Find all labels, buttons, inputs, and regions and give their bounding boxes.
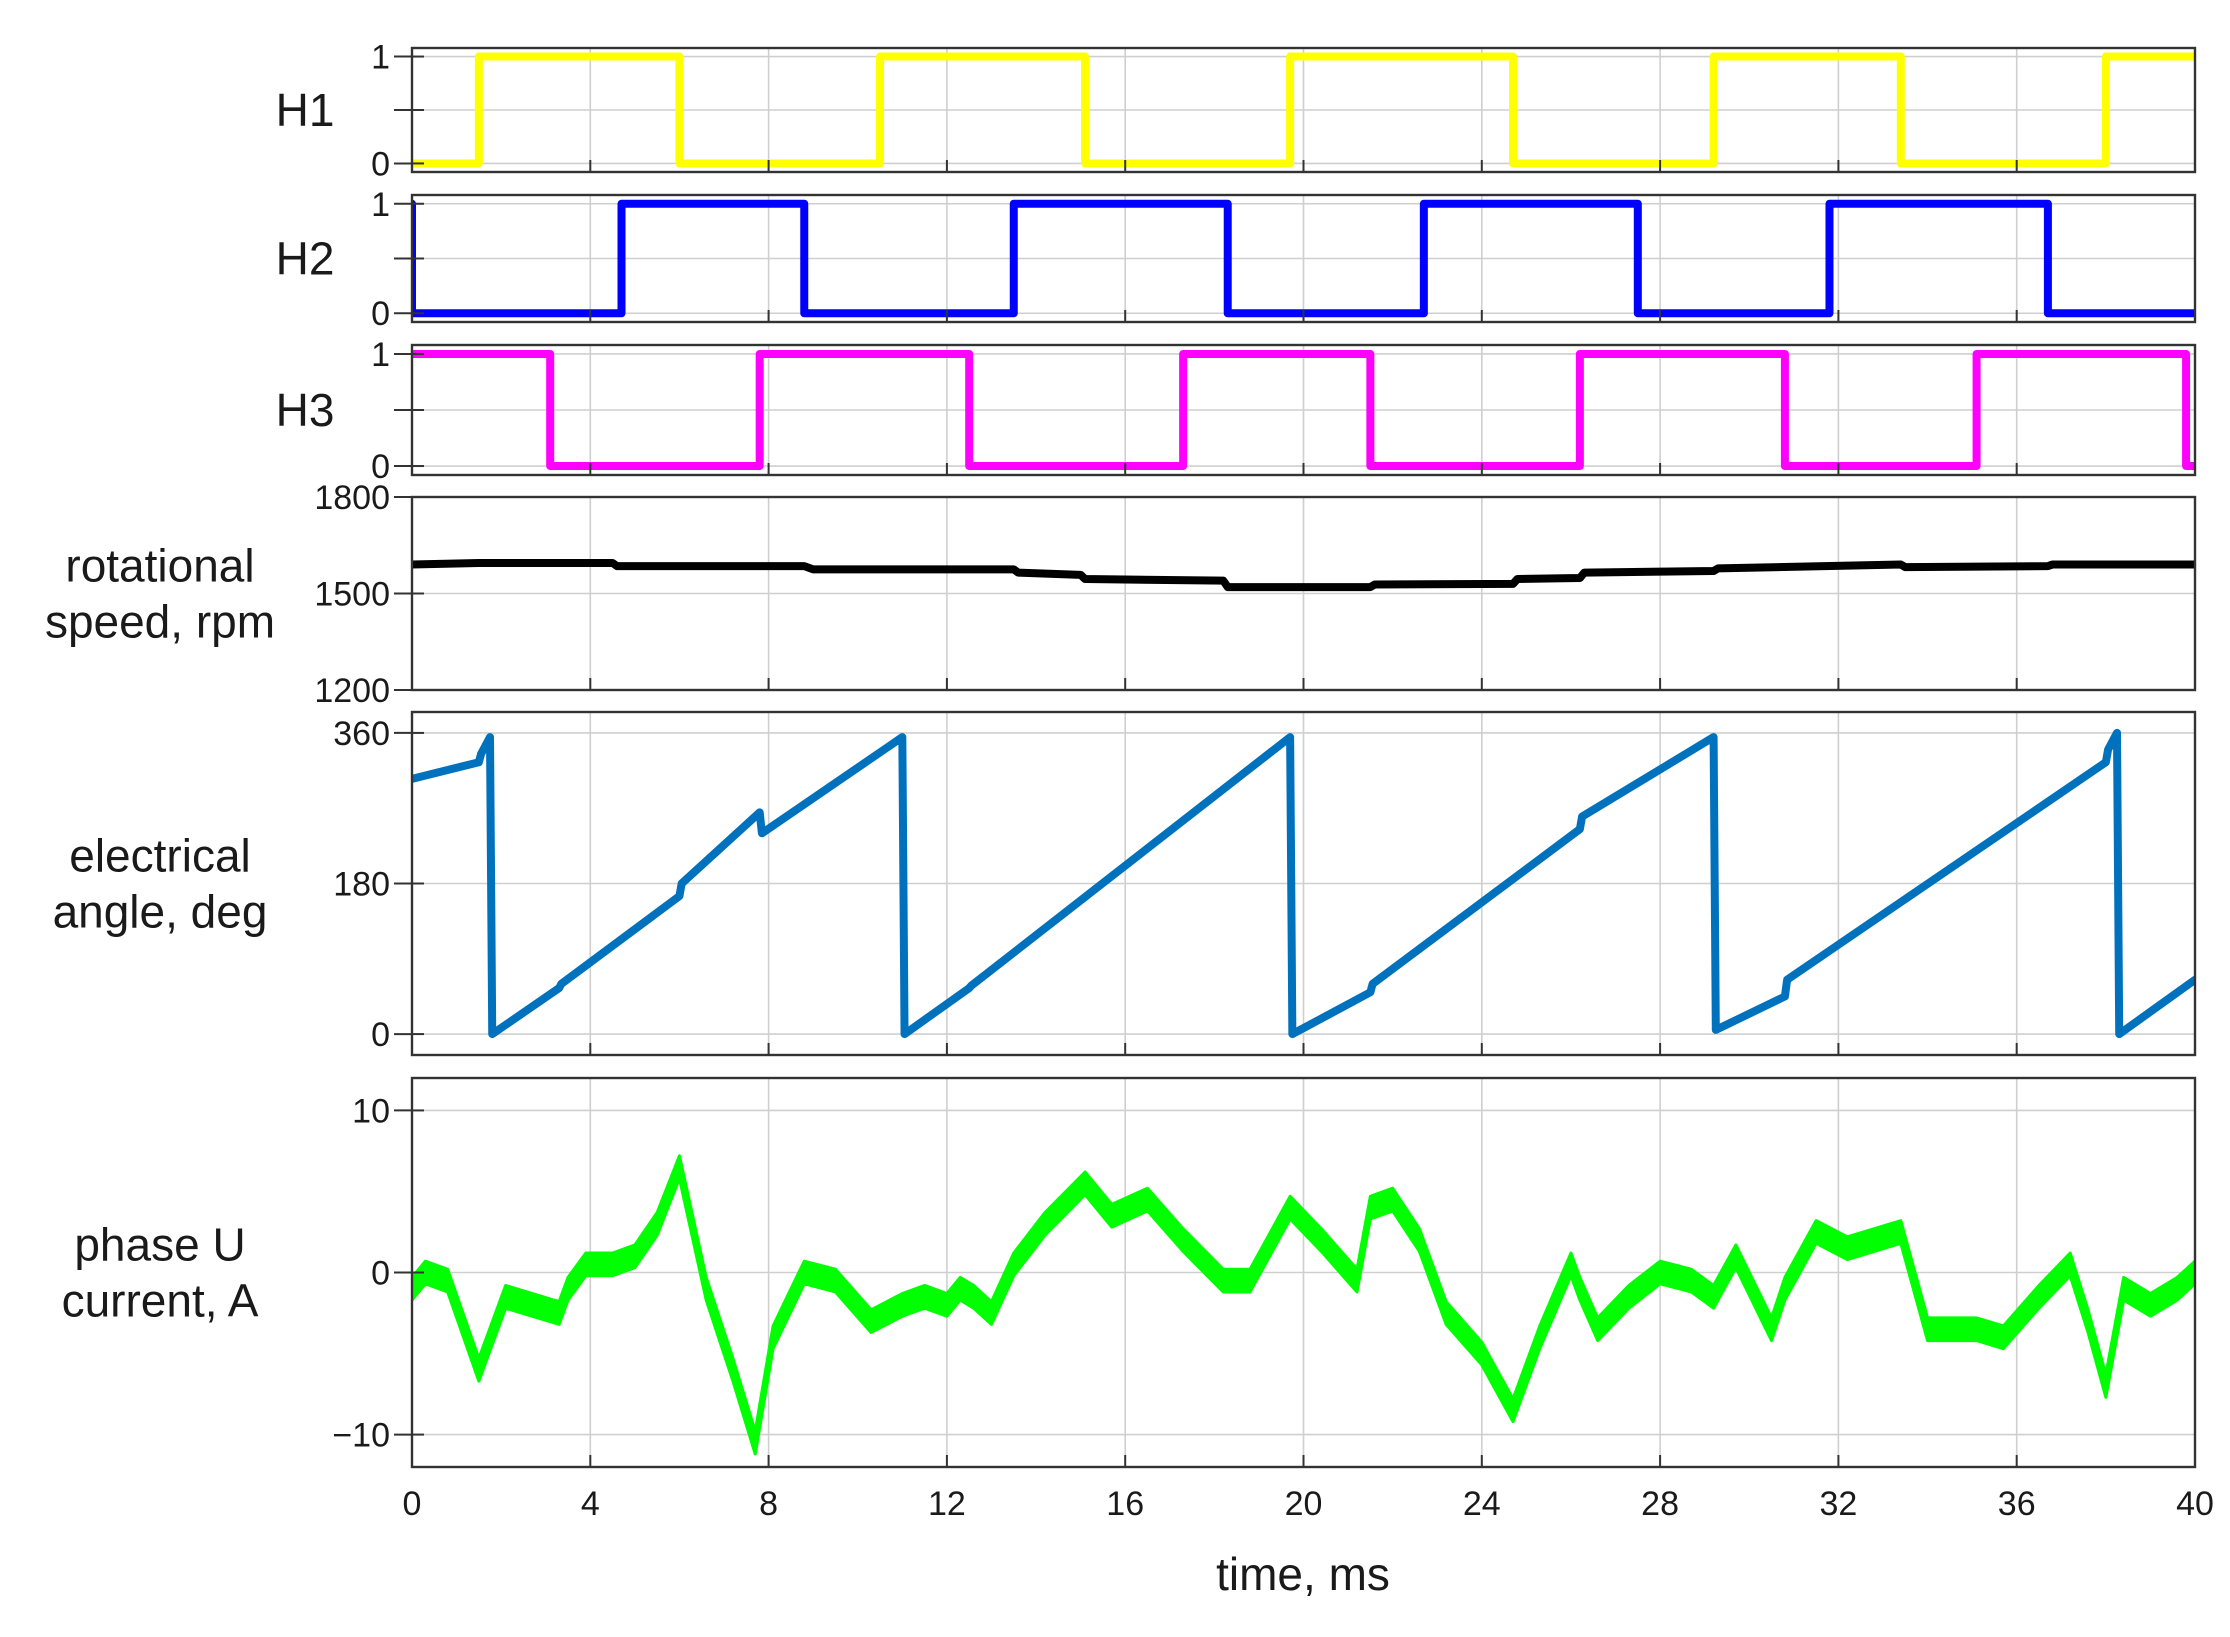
y-axis-label: electrical bbox=[69, 830, 251, 882]
y-tick-label: −10 bbox=[332, 1417, 390, 1455]
series-group bbox=[412, 1154, 2195, 1456]
y-tick-label: 360 bbox=[333, 715, 390, 753]
y-tick-label: 0 bbox=[371, 1016, 390, 1054]
y-axis-label: H1 bbox=[276, 84, 335, 136]
series-group bbox=[412, 52, 2195, 168]
y-tick-label: 180 bbox=[333, 866, 390, 904]
x-tick-label: 20 bbox=[1285, 1485, 1323, 1523]
y-tick-label: 1 bbox=[371, 186, 390, 224]
y-tick-label: 1200 bbox=[314, 672, 390, 710]
series-line-rotational-speed bbox=[412, 558, 2195, 592]
series-line-H3 bbox=[412, 349, 2195, 471]
series-line-H1 bbox=[412, 52, 2195, 168]
x-tick-label: 8 bbox=[759, 1485, 778, 1523]
x-tick-label: 16 bbox=[1106, 1485, 1144, 1523]
series-line-H2 bbox=[412, 199, 2195, 318]
y-axis-label: H3 bbox=[276, 384, 335, 436]
x-tick-label: 28 bbox=[1641, 1485, 1679, 1523]
y-tick-label: 0 bbox=[371, 1255, 390, 1293]
x-tick-label: 32 bbox=[1819, 1485, 1857, 1523]
y-tick-label: 10 bbox=[352, 1092, 390, 1130]
x-axis-label: time, ms bbox=[1216, 1548, 1390, 1600]
panel-1: 0 1 H1 bbox=[276, 39, 2197, 183]
series-group bbox=[412, 558, 2195, 592]
series-group bbox=[412, 199, 2195, 318]
panel-3: 0 1 H3 bbox=[276, 336, 2197, 486]
x-tick-label: 36 bbox=[1998, 1485, 2036, 1523]
y-axis-label: angle, deg bbox=[53, 886, 268, 938]
x-tick-label: 0 bbox=[403, 1485, 422, 1523]
y-tick-label: 0 bbox=[371, 145, 390, 183]
y-tick-label: 1 bbox=[371, 39, 390, 77]
y-tick-label: 1500 bbox=[314, 576, 390, 614]
y-axis-label: rotational bbox=[65, 540, 254, 592]
x-tick-label: 40 bbox=[2176, 1485, 2214, 1523]
x-tick-labels: 0 4 8 12 16 20 24 28 32 36 40 bbox=[403, 1485, 2214, 1523]
panel-2: 0 1 H2 bbox=[276, 186, 2197, 333]
y-tick-label: 1800 bbox=[314, 479, 390, 517]
series-band-phase-U-current bbox=[412, 1154, 2195, 1456]
y-axis-label: H2 bbox=[276, 233, 335, 285]
y-axis-label: phase U bbox=[74, 1219, 245, 1271]
series-line-electrical-angle bbox=[412, 728, 2195, 1039]
y-tick-label: 0 bbox=[371, 448, 390, 486]
x-axis: 0 4 8 12 16 20 24 28 32 36 40 time, ms bbox=[403, 1485, 2214, 1600]
x-tick-label: 24 bbox=[1463, 1485, 1501, 1523]
y-axis-label: speed, rpm bbox=[45, 596, 275, 648]
x-tick-label: 4 bbox=[581, 1485, 600, 1523]
series-group bbox=[412, 349, 2195, 471]
y-tick-label: 1 bbox=[371, 336, 390, 374]
y-tick-label: 0 bbox=[371, 295, 390, 333]
series-group bbox=[412, 728, 2195, 1039]
panels-group: 01H101H201H3120015001800rotationalspeed,… bbox=[45, 39, 2197, 1469]
x-tick-label: 12 bbox=[928, 1485, 966, 1523]
y-axis-label: current, A bbox=[62, 1275, 259, 1327]
